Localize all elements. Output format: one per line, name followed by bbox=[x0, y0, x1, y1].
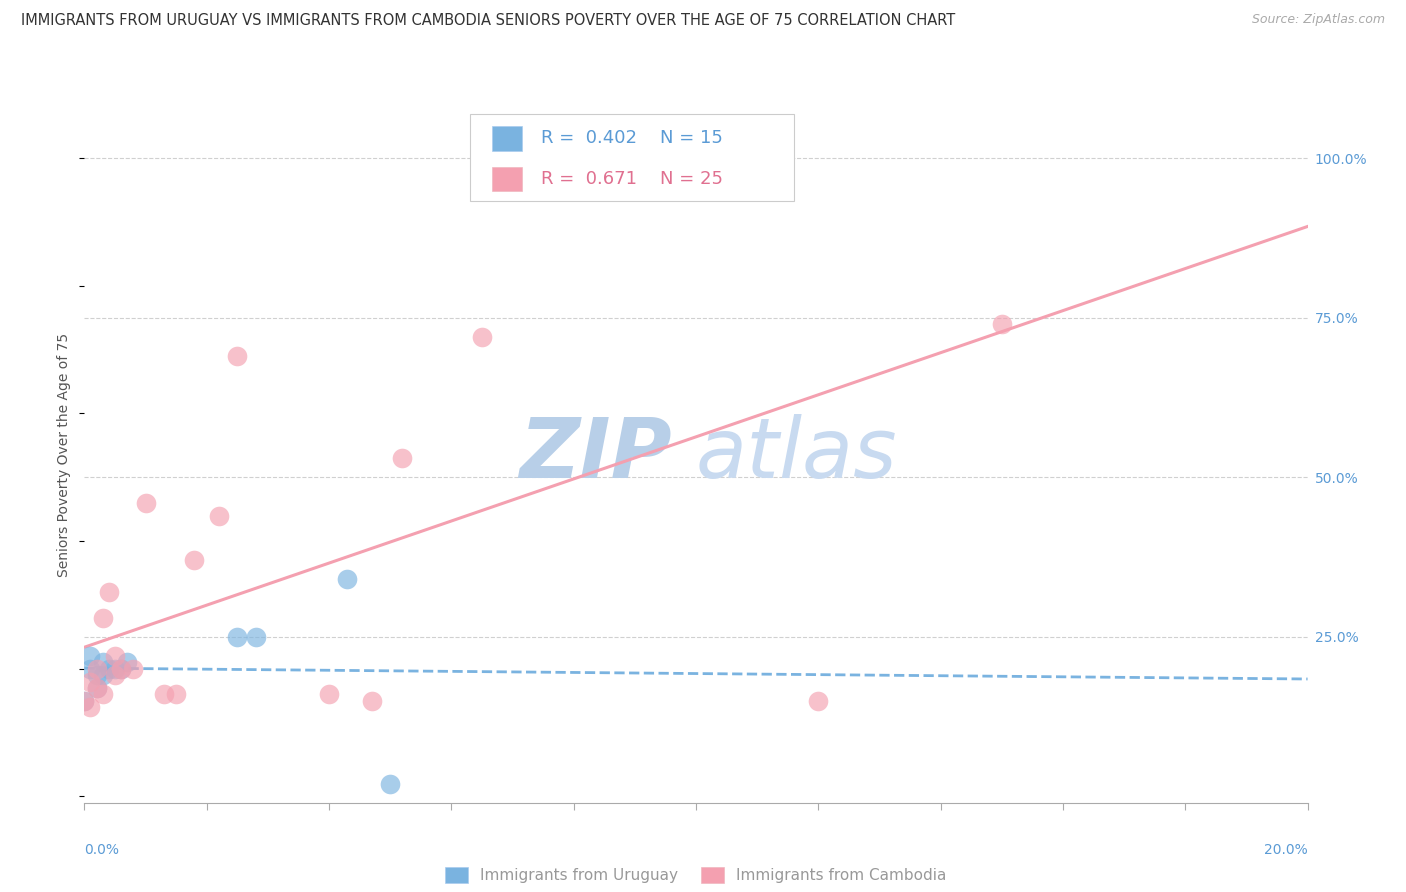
Text: atlas: atlas bbox=[696, 415, 897, 495]
Point bbox=[110, 662, 132, 676]
Point bbox=[226, 349, 249, 363]
Text: 20.0%: 20.0% bbox=[1264, 843, 1308, 857]
Text: IMMIGRANTS FROM URUGUAY VS IMMIGRANTS FROM CAMBODIA SENIORS POVERTY OVER THE AGE: IMMIGRANTS FROM URUGUAY VS IMMIGRANTS FR… bbox=[21, 13, 955, 29]
Text: 0.0%: 0.0% bbox=[84, 843, 120, 857]
Point bbox=[104, 648, 127, 663]
Point bbox=[165, 687, 187, 701]
FancyBboxPatch shape bbox=[470, 114, 794, 201]
Point bbox=[86, 668, 108, 682]
Text: Source: ZipAtlas.com: Source: ZipAtlas.com bbox=[1251, 13, 1385, 27]
Point bbox=[245, 630, 267, 644]
Point bbox=[562, 151, 585, 165]
Point bbox=[135, 496, 157, 510]
Point bbox=[86, 681, 108, 695]
Text: ZIP: ZIP bbox=[519, 415, 672, 495]
Point bbox=[807, 694, 830, 708]
Point bbox=[91, 656, 114, 670]
Point bbox=[318, 687, 340, 701]
Point bbox=[208, 508, 231, 523]
Point bbox=[79, 648, 101, 663]
Point bbox=[115, 656, 138, 670]
Point bbox=[226, 630, 249, 644]
Point bbox=[991, 317, 1014, 331]
Point bbox=[110, 662, 132, 676]
Point bbox=[91, 668, 114, 682]
Point bbox=[153, 687, 176, 701]
FancyBboxPatch shape bbox=[492, 167, 522, 192]
Point bbox=[79, 674, 101, 689]
Point bbox=[86, 662, 108, 676]
Point bbox=[122, 662, 145, 676]
Point bbox=[380, 777, 402, 791]
Point bbox=[97, 662, 120, 676]
Point bbox=[104, 662, 127, 676]
Point bbox=[360, 694, 382, 708]
Point bbox=[336, 573, 359, 587]
Text: R =  0.671    N = 25: R = 0.671 N = 25 bbox=[541, 170, 723, 188]
Point bbox=[391, 451, 413, 466]
FancyBboxPatch shape bbox=[492, 126, 522, 151]
Point bbox=[91, 610, 114, 624]
Point bbox=[183, 553, 205, 567]
Point bbox=[97, 585, 120, 599]
Point bbox=[79, 700, 101, 714]
Text: R =  0.402    N = 15: R = 0.402 N = 15 bbox=[541, 129, 723, 147]
Legend: Immigrants from Uruguay, Immigrants from Cambodia: Immigrants from Uruguay, Immigrants from… bbox=[439, 861, 953, 889]
Point bbox=[91, 687, 114, 701]
Point bbox=[73, 694, 96, 708]
Point bbox=[86, 681, 108, 695]
Y-axis label: Seniors Poverty Over the Age of 75: Seniors Poverty Over the Age of 75 bbox=[58, 333, 72, 577]
Point bbox=[104, 668, 127, 682]
Point bbox=[471, 330, 494, 344]
Point bbox=[73, 694, 96, 708]
Point bbox=[79, 662, 101, 676]
